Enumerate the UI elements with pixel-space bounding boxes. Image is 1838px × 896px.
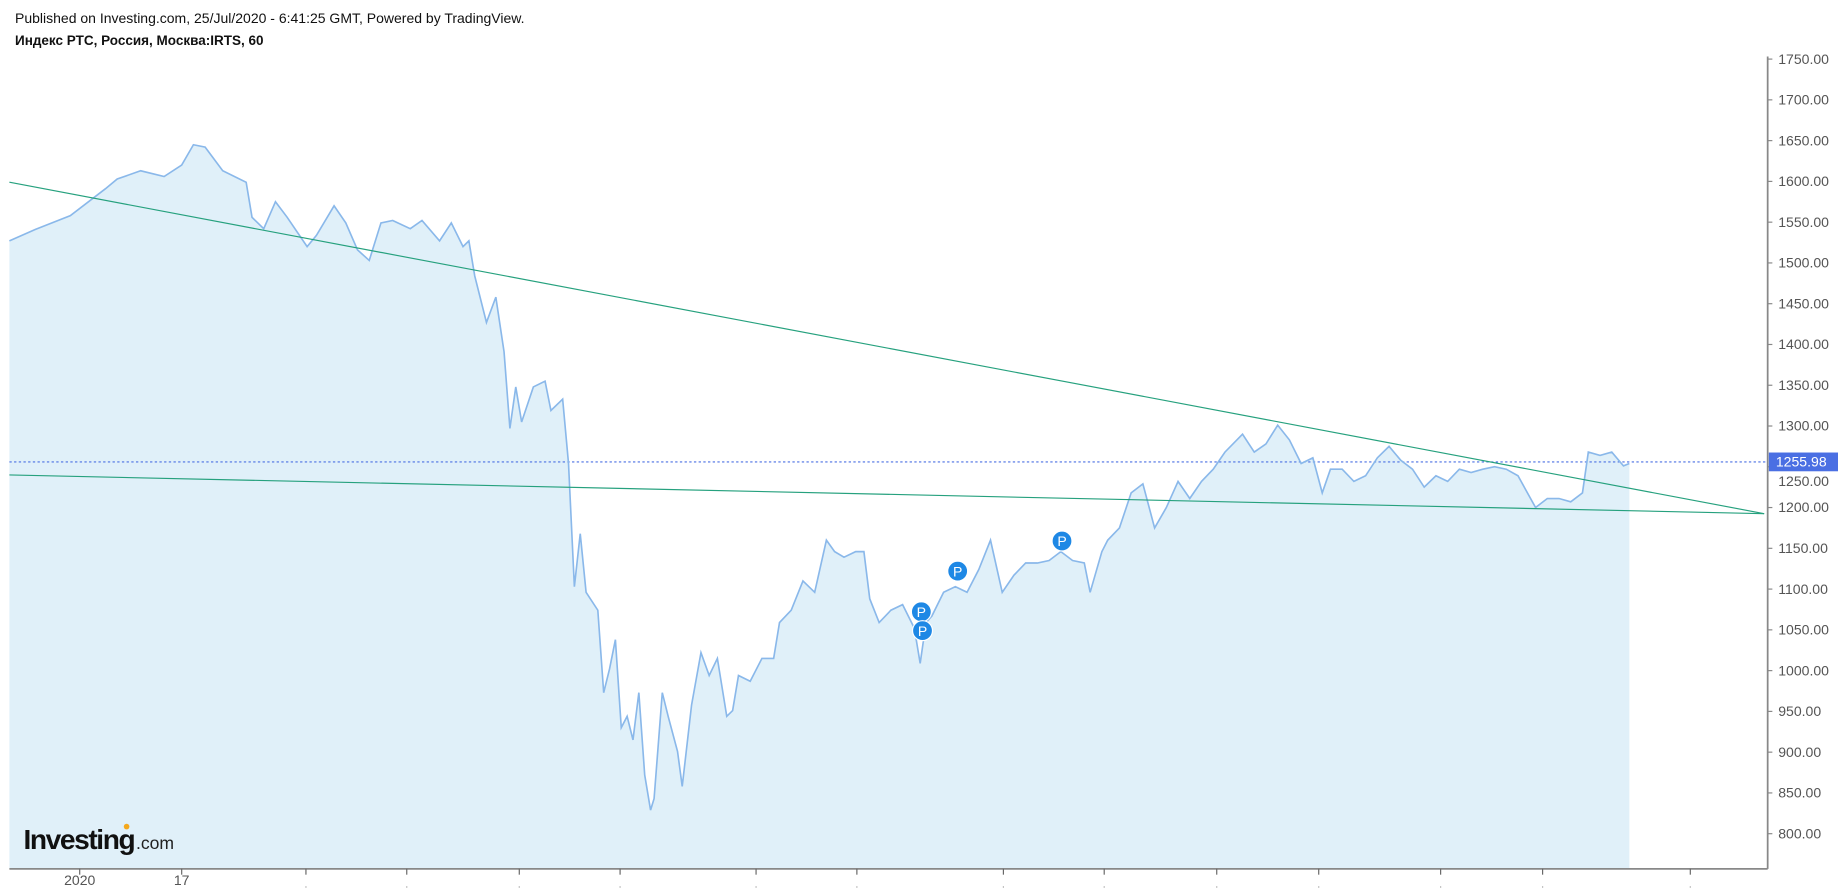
y-tick-label: 1100.00 xyxy=(1778,581,1828,597)
logo-suffix: .com xyxy=(136,833,174,853)
x-tick-dot xyxy=(1216,886,1218,888)
y-tick-label: 1450.00 xyxy=(1778,295,1829,311)
y-tick-label: 1150.00 xyxy=(1778,540,1828,556)
dividend-marker: P xyxy=(947,560,969,582)
x-tick-dot xyxy=(619,886,621,888)
last-price-badge xyxy=(1768,452,1838,472)
dividend-marker: P xyxy=(1051,530,1073,552)
marker-circle-icon xyxy=(947,560,969,582)
y-tick-label: 800.00 xyxy=(1778,825,1821,841)
dividend-marker: P xyxy=(911,620,934,642)
price-line xyxy=(9,143,1630,811)
y-tick-label: 1750.00 xyxy=(1778,51,1829,67)
logo-main: Investing xyxy=(23,824,134,855)
x-tick-dot xyxy=(856,886,858,888)
x-tick-dot xyxy=(406,886,408,888)
y-tick-label: 850.00 xyxy=(1778,785,1821,801)
upper-trendline xyxy=(9,181,1765,515)
dividend-marker: P xyxy=(910,601,932,623)
x-tick-dot xyxy=(1440,886,1442,888)
marker-circle-icon xyxy=(911,620,934,642)
investing-logo: Investing .com xyxy=(23,823,174,855)
y-tick-label: 1400.00 xyxy=(1778,336,1829,352)
y-tick-label: 950.00 xyxy=(1778,703,1821,719)
y-tick-label: 1200.00 xyxy=(1778,499,1829,515)
y-tick-label: 1050.00 xyxy=(1778,622,1829,638)
y-tick-label: 1600.00 xyxy=(1778,173,1829,189)
published-info: Published on Investing.com, 25/Jul/2020 … xyxy=(15,10,525,26)
marker-label: P xyxy=(917,604,926,620)
y-tick-label: 1000.00 xyxy=(1778,662,1829,678)
logo-dot-icon xyxy=(123,823,130,830)
y-tick-label: 1700.00 xyxy=(1778,92,1829,108)
x-tick-dot xyxy=(305,886,307,888)
chart-title: Индекс РТС, Россия, Москва:IRTS, 60 xyxy=(15,33,264,48)
y-tick-label: 900.00 xyxy=(1778,744,1821,760)
marker-circle-icon xyxy=(1051,530,1073,552)
x-tick-dot xyxy=(518,886,520,888)
x-tick-dot xyxy=(755,886,757,888)
y-tick-label: 1550.00 xyxy=(1778,214,1829,230)
x-tick-dot xyxy=(1002,886,1004,888)
y-tick-label: 1300.00 xyxy=(1778,418,1829,434)
x-tick-dot xyxy=(1689,886,1691,888)
lower-trendline xyxy=(9,474,1765,515)
marker-label: P xyxy=(1057,533,1066,549)
y-tick-label: 1250.00 xyxy=(1778,473,1829,489)
x-tick-dot xyxy=(1542,886,1544,888)
marker-label: P xyxy=(918,623,927,639)
price-area xyxy=(9,144,1630,869)
last-price-label: 1255.98 xyxy=(1776,454,1827,470)
y-tick-label: 1500.00 xyxy=(1778,255,1829,271)
x-tick-label: 17 xyxy=(174,872,190,888)
y-tick-label: 1350.00 xyxy=(1778,377,1829,393)
x-tick-dot xyxy=(1318,886,1320,888)
x-tick-dot xyxy=(1103,886,1105,888)
y-tick-label: 1650.00 xyxy=(1778,132,1829,148)
marker-label: P xyxy=(953,563,962,579)
x-tick-label: 2020 xyxy=(64,872,95,888)
